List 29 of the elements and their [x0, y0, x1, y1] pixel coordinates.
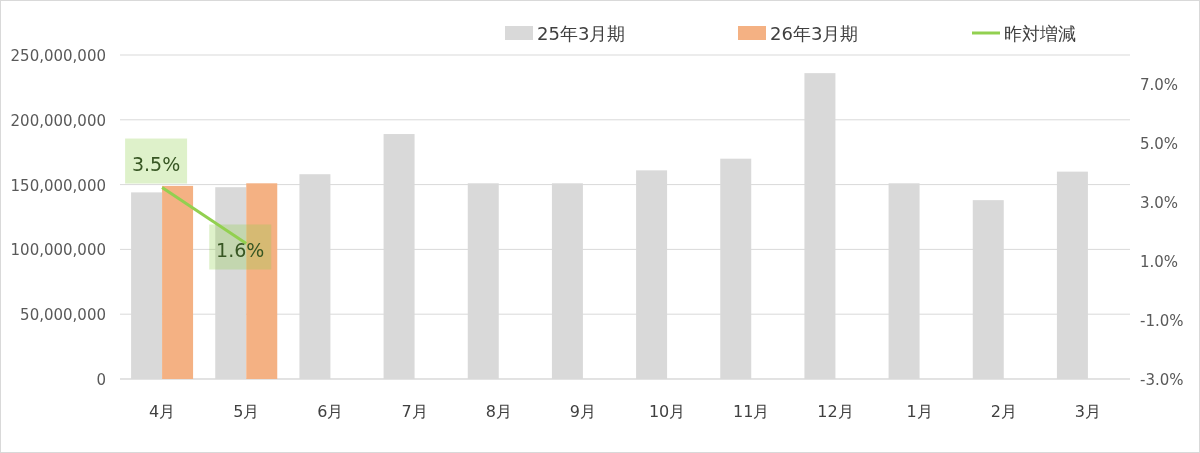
- y2-tick-label: 3.0%: [1140, 194, 1179, 213]
- x-tick-label: 4月: [148, 402, 176, 421]
- x-tick-label: 10月: [648, 402, 686, 421]
- data-label: 3.5%: [131, 152, 181, 175]
- legend-label: 25年3月期: [537, 23, 626, 44]
- x-tick-label: 6月: [317, 402, 344, 421]
- x-tick-label: 2月: [990, 402, 1017, 421]
- x-tick-label: 12月: [817, 402, 854, 421]
- y-tick-label: 250,000,000: [10, 47, 106, 65]
- legend-label: 昨対増減: [1004, 23, 1076, 44]
- y-tick-label: 0: [96, 371, 106, 389]
- x-tick-label: 9月: [569, 402, 597, 421]
- y-tick-label: 100,000,000: [10, 241, 106, 260]
- y-tick-label: 150,000,000: [10, 176, 106, 195]
- data-label: 1.6%: [216, 238, 265, 261]
- x-tick-label: 7月: [401, 402, 428, 421]
- y2-tick-label: 5.0%: [1140, 135, 1179, 154]
- x-tick-label: 11月: [733, 402, 770, 421]
- x-tick-label: 1月: [906, 402, 933, 421]
- legend-label: 26年3月期: [770, 23, 859, 44]
- y2-tick-label: -1.0%: [1140, 312, 1184, 331]
- y2-tick-label: -3.0%: [1140, 371, 1184, 389]
- x-tick-label: 8月: [485, 402, 512, 421]
- y2-tick-label: 1.0%: [1140, 253, 1179, 272]
- y-tick-label: 50,000,000: [20, 306, 106, 325]
- x-tick-label: 5月: [233, 402, 260, 421]
- y2-tick-label: 7.0%: [1140, 76, 1179, 95]
- x-tick-label: 3月: [1074, 402, 1102, 421]
- y-tick-label: 200,000,000: [10, 111, 106, 130]
